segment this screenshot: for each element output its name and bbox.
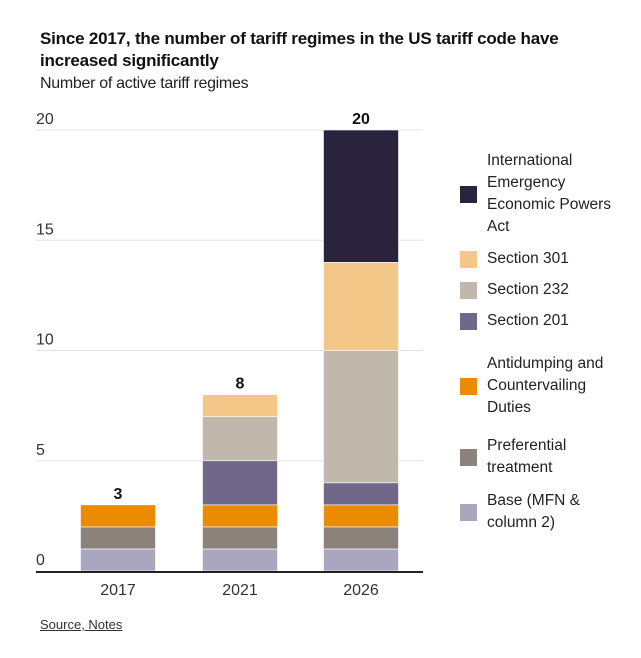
x-tick-label: 2026 <box>343 582 379 599</box>
legend-label: Base (MFN & column 2) <box>487 492 581 531</box>
legend-swatch <box>460 503 477 521</box>
legend-swatch <box>460 250 477 268</box>
legend-item: Antidumping and Countervailing Duties <box>460 342 627 430</box>
bar-segment <box>202 548 278 572</box>
y-tick-label: 20 <box>36 111 54 128</box>
total-label: 3 <box>114 486 123 503</box>
bar-segment <box>323 261 399 351</box>
legend-item: International Emergency Economic Powers … <box>460 150 627 238</box>
legend-swatch <box>460 281 477 299</box>
legend-swatch <box>460 185 477 203</box>
y-axis-ticks: 0 5 10 15 20 <box>36 111 54 569</box>
x-tick-label: 2021 <box>222 582 258 599</box>
legend-label: Section 201 <box>487 312 569 329</box>
chart-subtitle: Number of active tariff regimes <box>40 75 249 92</box>
bar-segment <box>323 526 399 550</box>
bar-segment <box>202 394 278 417</box>
legend-label: Preferential treatment <box>487 437 567 476</box>
legend-item: Section 232 <box>460 279 627 301</box>
legend-label: International Emergency Economic Powers … <box>487 152 612 235</box>
legend-item: Section 301 <box>460 248 627 270</box>
legend-swatch <box>460 448 477 466</box>
bar-segment <box>323 504 399 528</box>
legend-swatch <box>460 377 477 395</box>
bar-stack-2017 <box>80 504 156 572</box>
bar-segment <box>80 526 156 550</box>
source-notes-link[interactable]: Source, Notes <box>40 617 123 632</box>
bar-stack-2021 <box>202 394 278 572</box>
total-label: 20 <box>352 111 370 128</box>
bar-segment <box>323 350 399 484</box>
bar-segment <box>323 482 399 506</box>
legend-label: Section 232 <box>487 281 569 298</box>
x-axis: 2017 2021 2026 <box>36 571 423 599</box>
y-tick-label: 10 <box>36 332 54 349</box>
legend-label: Section 301 <box>487 250 569 267</box>
bar-segment <box>202 504 278 528</box>
bar-segment <box>202 460 278 506</box>
y-tick-label: 15 <box>36 221 54 238</box>
x-tick-label: 2017 <box>100 582 136 599</box>
bar-stack-2026 <box>323 129 399 572</box>
total-label: 8 <box>236 376 245 393</box>
legend-swatch <box>460 312 477 330</box>
legend-item: Section 201 <box>460 310 627 332</box>
bars <box>80 129 399 572</box>
legend-item: Preferential treatment <box>460 435 627 479</box>
bar-segment <box>323 129 399 263</box>
bar-segment <box>202 416 278 462</box>
bar-segment <box>80 504 156 528</box>
total-labels: 3 8 20 <box>114 111 370 503</box>
legend-item: Base (MFN & column 2) <box>460 490 627 534</box>
bar-segment <box>323 548 399 572</box>
y-tick-label: 5 <box>36 442 45 459</box>
chart-title: Since 2017, the number of tariff regimes… <box>40 29 559 70</box>
legend-label: Antidumping and Countervailing Duties <box>487 355 604 416</box>
bar-segment <box>202 526 278 550</box>
y-tick-label: 0 <box>36 552 45 569</box>
bar-segment <box>80 548 156 572</box>
